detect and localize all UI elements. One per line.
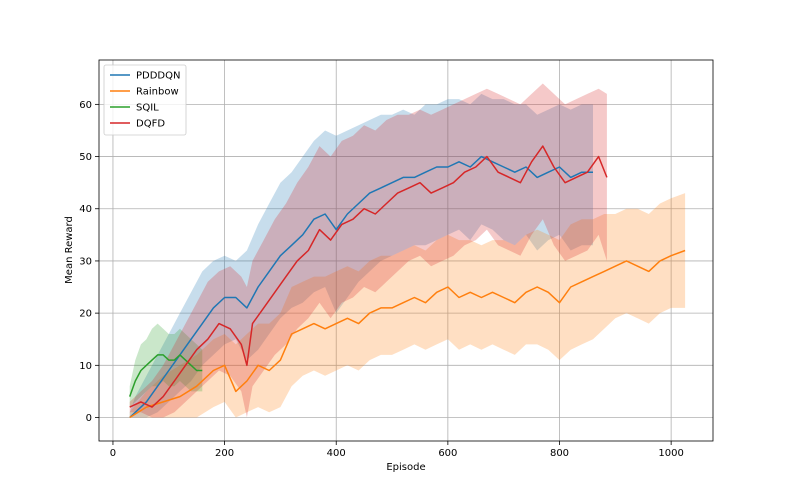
x-axis-label: Episode <box>386 462 425 473</box>
plot-frame <box>98 59 714 442</box>
legend-entry-pdddqn: PDDDQN <box>136 71 180 82</box>
y-tick-label: 50 <box>79 152 92 163</box>
series-lines <box>128 145 686 419</box>
y-tick-label: 20 <box>79 309 92 320</box>
y-tick-label: 0 <box>86 413 92 424</box>
x-axis-ticks: 0 200 400 600 800 1000 <box>110 441 684 459</box>
y-tick-label: 60 <box>79 100 92 111</box>
x-tick-label: 400 <box>327 448 346 459</box>
legend: PDDDQN Rainbow SQIL DQFD <box>103 64 187 136</box>
y-tick-label: 40 <box>79 204 92 215</box>
legend-box <box>103 64 187 136</box>
series-line-rainbow <box>129 249 686 419</box>
y-axis-label: Mean Reward <box>64 216 75 284</box>
x-tick-label: 0 <box>110 448 116 459</box>
legend-entry-sqil: SQIL <box>136 103 159 114</box>
band-pdddqn <box>129 93 593 418</box>
confidence-bands <box>129 83 686 418</box>
band-sqil <box>129 323 203 408</box>
band-dqfd <box>129 83 607 418</box>
x-tick-label: 200 <box>215 448 234 459</box>
grid <box>99 60 713 441</box>
legend-entry-dqfd: DQFD <box>136 119 165 130</box>
x-tick-label: 800 <box>550 448 569 459</box>
series-line-dqfd <box>129 145 608 408</box>
band-rainbow <box>129 193 686 418</box>
legend-entry-rainbow: Rainbow <box>136 87 179 98</box>
y-tick-label: 30 <box>79 256 92 267</box>
x-tick-label: 600 <box>438 448 457 459</box>
x-tick-label: 1000 <box>658 448 683 459</box>
y-tick-label: 10 <box>79 361 92 372</box>
series-line-pdddqn <box>129 155 593 419</box>
series-line-sqil <box>128 354 203 397</box>
y-axis-ticks: 0 10 20 30 40 50 60 <box>79 100 99 424</box>
